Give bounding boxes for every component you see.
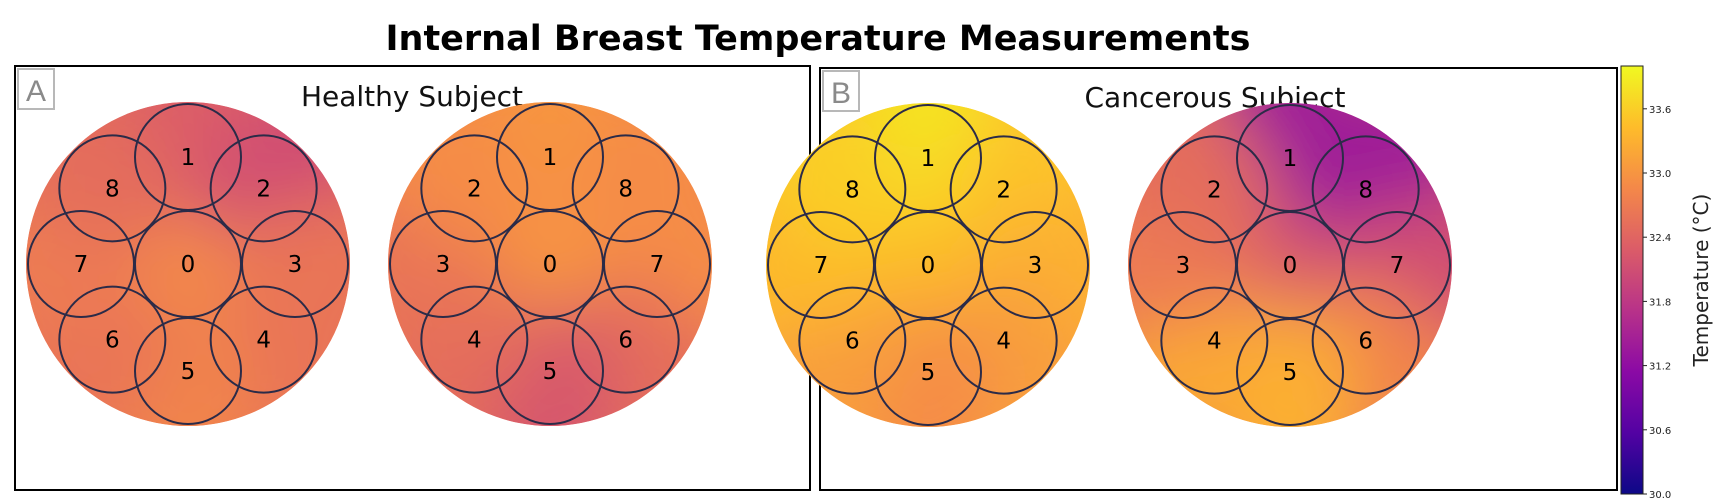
sensor-circle (58, 134, 167, 243)
colorbar: 30.0 30.6 31.2 31.8 32.4 33.0 33.6 Temperature… (1620, 65, 1713, 501)
sensor-circle (1160, 286, 1269, 395)
sensor-circle (1311, 135, 1420, 244)
sensor-circle (58, 285, 167, 394)
sensor-label: 6 (618, 328, 633, 354)
panel-a-letter-box (17, 68, 55, 110)
sensor-label: 8 (1358, 177, 1373, 203)
sensor-label: 2 (1207, 177, 1222, 203)
sensor-label: 7 (74, 252, 89, 278)
sensor-label: 4 (996, 329, 1011, 355)
sensor-label: 3 (288, 252, 303, 278)
figure-title: Internal Breast Temperature Measurements (386, 19, 1251, 59)
sensor-circle (571, 134, 680, 243)
sensor-circle (496, 317, 604, 425)
sensor-label: 7 (650, 252, 665, 278)
temperature-blob (50, 126, 175, 251)
colorbar-tick-label: 31.8 (1649, 297, 1671, 308)
sensor-circle (874, 318, 982, 426)
sensor-circle (27, 210, 135, 318)
sensor-circle (571, 285, 680, 394)
sensor-circle (874, 104, 982, 212)
sensor-circle (949, 286, 1058, 395)
colorbar-gradient (1621, 66, 1643, 494)
sensor-circle (1236, 318, 1344, 426)
sensor-label: 2 (467, 176, 482, 202)
sensor-label: 5 (543, 359, 558, 385)
sensor-circle (389, 210, 497, 318)
sensor-label: 1 (543, 145, 558, 171)
temperature-blob (412, 126, 537, 251)
colorbar-tick-label: 30.6 (1649, 426, 1671, 437)
colorbar-tick-label: 30.0 (1649, 490, 1671, 501)
sensor-label: 2 (996, 177, 1011, 203)
colorbar-ticks: 30.0 30.6 31.2 31.8 32.4 33.0 33.6 (1643, 105, 1671, 501)
colorbar-label: Temperature (°C) (1689, 194, 1713, 368)
sensor-label: 0 (1283, 253, 1298, 279)
panel-a: A Healthy Subject 0 1 2 3 4 5 6 7 8 0 1 8 7 6 5 4 3 2 (14, 65, 811, 491)
colorbar-frame (1620, 65, 1644, 495)
sensor-circle (420, 285, 529, 394)
sensor-circle (798, 286, 907, 395)
sensor-label: 6 (845, 329, 860, 355)
sensor-label: 6 (1358, 329, 1373, 355)
sensor-circle (209, 285, 318, 394)
panel-a-title: Healthy Subject (301, 80, 523, 113)
sensor-label: 3 (1028, 253, 1043, 279)
sensor-label: 4 (256, 328, 271, 354)
sensor-circle (1236, 104, 1344, 212)
sensor-label: 6 (105, 328, 120, 354)
sensor-label: 1 (1283, 146, 1298, 172)
temperature-blob (126, 202, 250, 326)
sensor-label: 0 (921, 253, 936, 279)
sensor-label: 8 (105, 176, 120, 202)
sensor-circle (767, 211, 875, 319)
sensor-circle (209, 134, 318, 243)
sensor-label: 1 (181, 145, 196, 171)
sensor-circle (1311, 286, 1420, 395)
sensor-circle (1343, 211, 1451, 319)
sensor-circle (1160, 135, 1269, 244)
sensor-circle (134, 317, 242, 425)
sensor-circle (134, 103, 242, 211)
sensor-circle (981, 211, 1089, 319)
sensor-label: 8 (618, 176, 633, 202)
sensor-label: 5 (921, 360, 936, 386)
sensor-label: 5 (1283, 360, 1298, 386)
sensor-circle (420, 134, 529, 243)
sensor-label: 4 (1207, 329, 1222, 355)
sensor-label: 8 (845, 177, 860, 203)
sensor-label: 4 (467, 328, 482, 354)
temperature-blob (1228, 203, 1352, 327)
sensor-circle (241, 210, 349, 318)
sensor-label: 2 (256, 176, 271, 202)
sensor-circle (949, 135, 1058, 244)
sensor-circle (1129, 211, 1237, 319)
colorbar-tick-label: 31.2 (1649, 362, 1671, 373)
colorbar-tick-label: 33.6 (1649, 105, 1671, 116)
sensor-label: 3 (436, 252, 451, 278)
sensor-label: 1 (921, 146, 936, 172)
sensor-label: 0 (543, 252, 558, 278)
panel-b-letter: B (831, 77, 851, 110)
sensor-circle (496, 103, 604, 211)
sensor-label: 7 (1390, 253, 1405, 279)
sensor-label: 5 (181, 359, 196, 385)
colorbar-tick-label: 33.0 (1649, 169, 1671, 180)
sensor-label: 3 (1176, 253, 1191, 279)
temperature-blob (790, 127, 915, 252)
sensor-label: 7 (814, 253, 829, 279)
sensor-circle (603, 210, 711, 318)
temperature-blob (1152, 127, 1277, 252)
panel-a-letter: A (26, 75, 46, 108)
panel-b-letter-box (822, 70, 860, 112)
sensor-circle (798, 135, 907, 244)
sensor-label: 0 (181, 252, 196, 278)
temperature-blob (866, 203, 990, 327)
temperature-blob (488, 202, 612, 326)
colorbar-tick-label: 32.4 (1649, 233, 1671, 244)
